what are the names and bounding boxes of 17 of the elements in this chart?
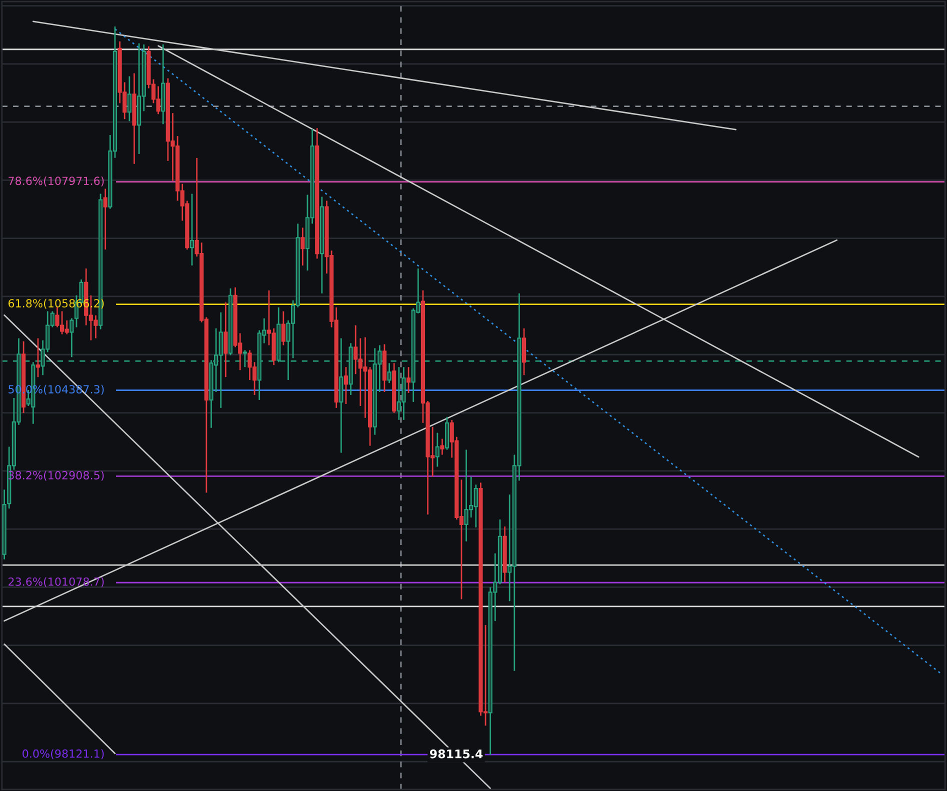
candlestick xyxy=(435,432,440,468)
candlestick xyxy=(281,310,286,346)
candlestick xyxy=(70,318,74,358)
ref-line-label: 0.0%(98121.1) xyxy=(22,749,104,760)
annotation: 98115.4 xyxy=(430,749,483,758)
ref-line-label: 78.6%(107971.6) xyxy=(8,176,104,186)
candlestick xyxy=(522,328,526,376)
candlestick xyxy=(344,366,348,405)
candlestick xyxy=(224,302,228,378)
candlestick xyxy=(406,366,411,394)
candlestick xyxy=(127,76,132,122)
candlestick xyxy=(440,438,444,456)
candlestick xyxy=(387,362,392,384)
candlestick xyxy=(300,227,305,266)
candlestick xyxy=(103,188,108,250)
candlestick xyxy=(190,193,194,266)
candlestick xyxy=(36,338,40,378)
